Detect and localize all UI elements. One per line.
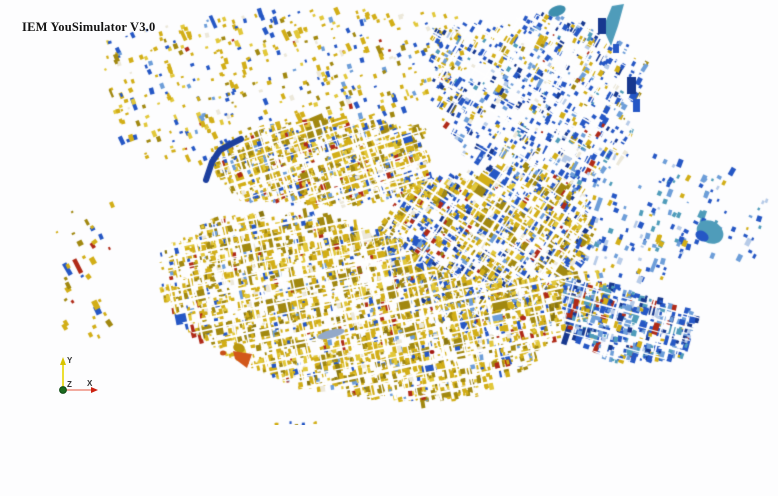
app-watermark: IEM YouSimulator V3.0: [22, 20, 156, 34]
damage-legend: Damage index Damage grade 0.000.100.300.…: [0, 425, 778, 496]
x-axis-arrow-icon: [91, 387, 98, 393]
y-axis-label: Y: [67, 356, 73, 365]
z-axis-label: Z: [67, 380, 72, 389]
z-axis-origin-icon: [59, 386, 67, 394]
y-axis-arrow-icon: [60, 357, 66, 365]
orientation-axes: Y X Z: [59, 356, 98, 394]
damage-map-canvas[interactable]: [0, 0, 778, 425]
x-axis-label: X: [87, 379, 93, 388]
